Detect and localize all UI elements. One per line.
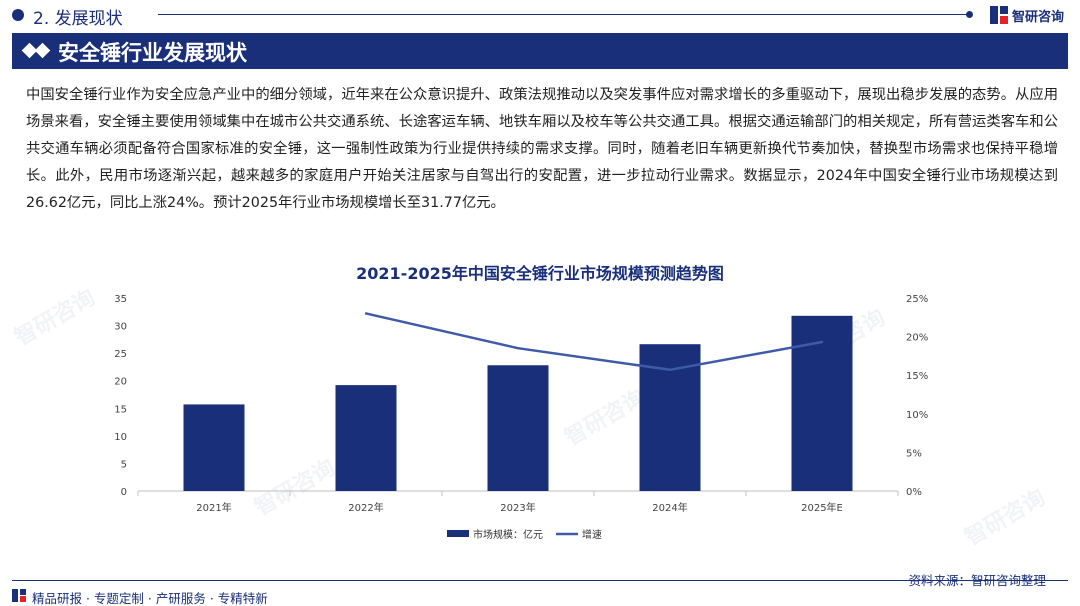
bar [335, 385, 397, 491]
legend-label-line: 增速 [582, 528, 602, 541]
brand-logo-icon [990, 6, 1008, 24]
chart-canvas: 0 5 10 15 20 25 30 35 0% 5% 10% 15% 20% 25% 2021年 2022年… [114, 294, 928, 541]
y-left-tick-label: 30 [114, 322, 127, 333]
x-tick-label: 2023年 [500, 501, 535, 514]
body-paragraph: 中国安全锤行业作为安全应急产业中的细分领域，近年来在公众意识提升、政策法规推动以… [26, 87, 1058, 211]
chart: 2021-2025年中国安全锤行业市场规模预测趋势图 0 5 10 15 20 25 30 3… [0, 255, 1080, 555]
y-left-tick-label: 10 [114, 432, 127, 443]
growth-point [516, 346, 520, 350]
growth-point [668, 368, 672, 371]
y-left-tick-label: 0 [121, 487, 127, 498]
chart-title: 2021-2025年中国安全锤行业市场规模预测趋势图 [356, 264, 724, 283]
x-tick-label: 2025年E [801, 501, 843, 514]
footer-logo-icon [12, 589, 26, 602]
page-title-bar: 安全锤行业发展现状 [12, 33, 1068, 69]
y-right-tick-label: 0% [906, 487, 922, 498]
brand-name: 智研咨询 [1012, 9, 1065, 25]
diamond-icon [21, 42, 54, 59]
y-left-tick-label: 15 [114, 404, 127, 415]
page-title: 安全锤行业发展现状 [58, 41, 247, 65]
y-right-tick-label: 20% [906, 333, 928, 344]
bar [183, 404, 245, 491]
section-bullet-icon [12, 9, 24, 21]
growth-line [365, 312, 823, 372]
footer-divider [12, 580, 1068, 581]
y-right-tick-label: 15% [906, 371, 928, 382]
y-left-tick-label: 5 [121, 459, 127, 470]
divider-end-dot-icon [966, 11, 973, 18]
growth-point [820, 340, 824, 344]
legend-label-bar: 市场规模：亿元 [473, 528, 543, 541]
x-tick-label: 2021年 [196, 501, 231, 514]
footer-tags: 精品研报 · 专题定制 · 产研服务 · 专精特新 [32, 591, 268, 606]
legend-swatch-bar [447, 530, 469, 537]
x-tick-label: 2024年 [652, 501, 687, 514]
x-tick-label: 2022年 [348, 501, 383, 514]
bar [487, 365, 549, 491]
y-right-tick-label: 5% [906, 448, 922, 459]
growth-point [364, 312, 368, 315]
section-label: 2. 发展现状 [33, 9, 123, 29]
y-left-tick-label: 25 [114, 349, 127, 360]
brand-logo: 智研咨询 [990, 5, 1064, 25]
y-right-tick-label: 10% [906, 410, 928, 421]
y-left-tick-label: 35 [114, 294, 127, 305]
y-left-tick-label: 20 [114, 377, 127, 388]
divider [158, 14, 970, 15]
top-bar: 2. 发展现状 智研咨询 [0, 0, 1080, 30]
y-right-tick-label: 25% [906, 294, 928, 305]
